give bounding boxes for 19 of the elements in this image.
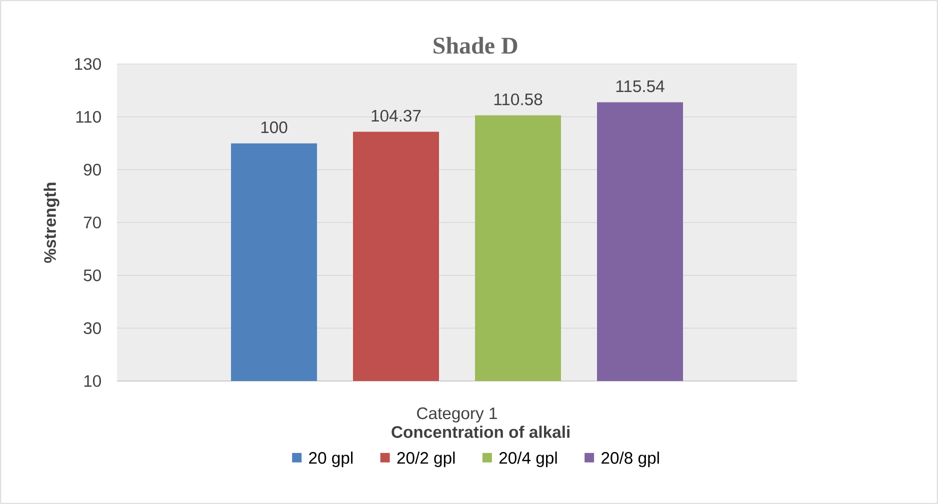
data-label: 115.54 <box>616 80 664 92</box>
chart-title: Shade D <box>434 36 518 54</box>
legend-label: 20/2 gpl <box>397 452 455 468</box>
y-tick-label: 110 <box>76 110 101 123</box>
y-tick-label: 130 <box>75 58 101 70</box>
x-tick-label: Category 1 <box>417 407 497 422</box>
data-label: 100 <box>261 121 288 134</box>
y-axis-title: %strength <box>44 182 60 263</box>
y-tick-label: 50 <box>84 269 101 282</box>
legend-label: 20 gpl <box>309 452 353 468</box>
legend-label: 20/4 gpl <box>499 452 557 468</box>
data-label: 110.58 <box>494 93 542 106</box>
data-label: 104.37 <box>372 110 421 122</box>
x-axis-title: Concentration of alkali <box>392 426 570 438</box>
y-tick-label: 90 <box>84 164 101 176</box>
y-tick-label: 10 <box>84 375 101 387</box>
y-tick-label: 70 <box>84 216 101 228</box>
y-tick-label: 30 <box>84 322 101 334</box>
legend-label: 20/8 gpl <box>602 452 659 468</box>
